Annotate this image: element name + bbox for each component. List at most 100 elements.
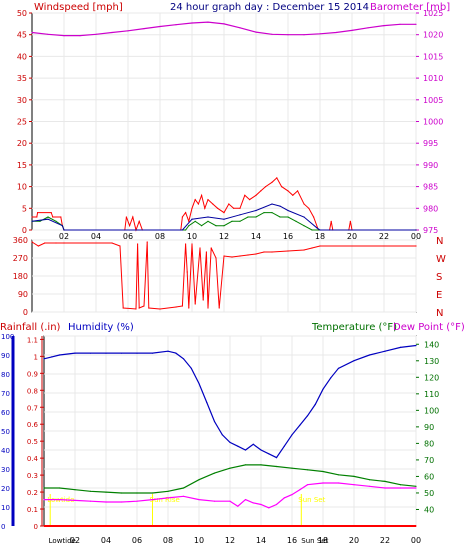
gust-point [244,194,246,196]
direction-point [143,305,145,307]
wind-x-tick-label: 20 [347,232,357,241]
windspeed-axis-title: Windspeed [mph] [34,2,123,13]
temperature-point [384,480,386,482]
humidity-point [175,352,177,354]
rainfall-tick-label: 0.6 [27,421,39,429]
rainfall-tick-label: 0.9 [27,370,38,378]
humidity-tick-label: 0 [1,523,5,531]
temperature-point [353,475,355,477]
temperature-point [291,467,293,469]
gust-point [349,220,351,222]
temperature-tick-label: 90 [424,423,434,432]
dewpoint-point [237,505,239,507]
wind-x-tick-label: 18 [315,232,325,241]
wind-x-ticks: 02 04 06 08 10 12 14 16 18 20 22 00 [59,232,421,241]
barometer-point [143,28,145,30]
direction-point [263,251,265,253]
rainfall-tick-label: 0.1 [27,506,38,514]
humidity-point [283,445,285,447]
temperature-point [43,487,45,489]
humidity-point [229,441,231,443]
direction-point [44,242,46,244]
avg_wind-point [223,218,225,220]
windspeed-tick-label: 10 [17,183,27,192]
rainfall-tick-label: 1.1 [27,336,38,344]
avg_wind-point [239,214,241,216]
avg_wind-point [47,218,49,220]
gust-point [60,216,62,218]
dewpoint-point [244,499,247,501]
dewpoint-point [260,503,262,506]
wind-x-tick-label: 16 [283,232,293,241]
barometer-point [239,27,241,29]
barometer-tick-label: 990 [423,161,438,170]
annotation-label: Sun Set [298,496,325,504]
thermo-x-tick-label: 22 [380,536,390,545]
barometer-point [287,34,289,36]
gust-point [201,194,203,196]
direction-point [181,305,183,307]
chart-title: 24 hour graph day : December 15 2014 [170,2,369,13]
windspeed-tick-label: 40 [17,52,27,61]
humidity-point [198,382,200,385]
wind_green-point [239,220,241,222]
direction-tick-label: 360 [13,236,28,245]
barometer-point [175,24,177,26]
gust-point [204,207,206,209]
barometer-point [47,33,49,35]
bottom-event-label: Sun Set [301,537,328,545]
barometer-tick-label: 975 [423,226,438,235]
humidity-point [74,352,76,354]
humidity-point [58,354,61,356]
thermo-x-tick-label: 08 [163,536,173,545]
temperature-point [399,484,402,486]
avg_wind-point [207,216,209,218]
thermo-x-tick-label: 14 [256,536,266,545]
wind_green-point [271,212,273,214]
direction-point [194,303,196,305]
thermo-series [43,344,417,527]
humidity-point [291,434,293,436]
humidity-point [337,367,340,369]
wind_green-point [231,220,233,222]
direction-point [199,247,201,249]
dewpoint-point [268,507,270,509]
humidity-tick-label: 70 [1,390,10,398]
dewpoint-point [182,495,185,497]
avg_wind-point [63,229,65,231]
gust-point [297,190,299,192]
humidity-point [299,424,301,426]
humidity-tick-label: 20 [1,485,10,493]
humidity-point [330,377,332,379]
dewpoint-point [74,499,76,501]
direction-series [31,241,417,310]
dewpoint-point [229,500,231,502]
thermo-x-tick-label: 00 [411,536,421,545]
barometer-point [255,31,257,33]
dewpoint-point [252,502,254,504]
windspeed-tick-label: 0 [22,226,27,235]
dewpoint-point [368,485,371,487]
humidity-point [260,449,262,451]
dewpoint-point [399,487,402,489]
windspeed-tick-label: 5 [22,204,27,213]
gust-point [132,216,134,218]
direction-point [303,249,305,251]
avg_wind-point [316,227,318,229]
dewpoint-point [120,501,123,503]
direction-point [210,247,212,249]
avg_wind-point [279,205,281,207]
rainfall-tick-label: 0.7 [27,404,38,412]
temperature-point [213,472,216,474]
temperature-point [182,487,185,489]
gust-point [281,186,283,188]
gust-point [31,216,33,218]
wind_green-point [247,216,249,218]
gust-point [197,203,199,205]
wind_green-point [255,216,257,218]
rainfall-tick-label: 0.5 [27,438,38,446]
wind_green-point [207,220,209,222]
wind-x-tick-label: 22 [379,232,389,241]
temperature-point [167,490,169,492]
direction-point [415,245,417,247]
